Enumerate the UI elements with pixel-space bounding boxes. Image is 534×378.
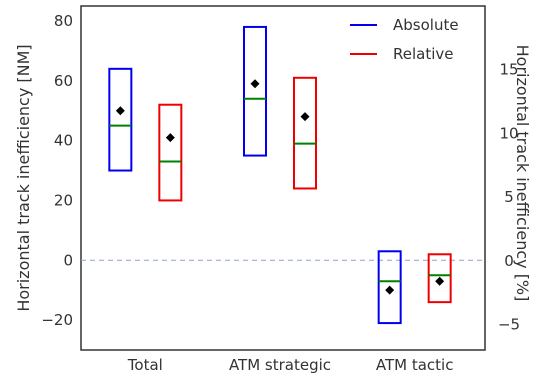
mean-marker <box>435 276 445 286</box>
y-tick-label: 60 <box>54 72 73 90</box>
y2-tick-label: 10 <box>499 124 518 142</box>
y-tick-label: 40 <box>54 132 73 150</box>
box-absolute-0 <box>108 67 133 172</box>
y2-tick-label: −5 <box>498 316 520 334</box>
box-relative-2 <box>427 253 452 304</box>
x-tick-label: ATM tactic <box>376 356 454 374</box>
y-axis-label: Horizontal track inefficiency [NM] <box>14 44 33 311</box>
y2-tick-label: 5 <box>504 188 514 206</box>
y-axis-left: −20 0 20 40 60 80 <box>41 12 73 329</box>
legend-label-relative: Relative <box>393 45 454 63</box>
mean-marker <box>385 285 395 295</box>
legend: Absolute Relative <box>350 16 459 63</box>
box-relative-0 <box>158 103 183 202</box>
plot-frame <box>80 5 486 351</box>
y2-axis-label: Horizontal track inefficiency [%] <box>513 45 532 302</box>
y-tick-label: −20 <box>41 311 73 329</box>
y-tick-label: 0 <box>63 251 73 269</box>
x-axis: Total ATM strategic ATM tactic <box>127 356 454 374</box>
y2-tick-label: 0 <box>504 252 514 270</box>
y-tick-label: 80 <box>54 12 73 30</box>
mean-marker <box>250 79 260 89</box>
x-tick-label: Total <box>127 356 163 374</box>
mean-marker <box>165 133 175 143</box>
y2-tick-label: 15 <box>499 61 518 79</box>
mean-marker <box>115 106 125 116</box>
box-absolute-2 <box>377 250 402 325</box>
mean-marker <box>300 112 310 122</box>
box-group <box>108 25 452 325</box>
box-absolute-1 <box>243 25 267 157</box>
legend-label-absolute: Absolute <box>393 16 459 34</box>
x-tick-label: ATM strategic <box>229 356 331 374</box>
box-relative-1 <box>293 76 317 190</box>
y-tick-label: 20 <box>54 191 73 209</box>
y-axis-right: −5 0 5 10 15 <box>498 61 520 334</box>
